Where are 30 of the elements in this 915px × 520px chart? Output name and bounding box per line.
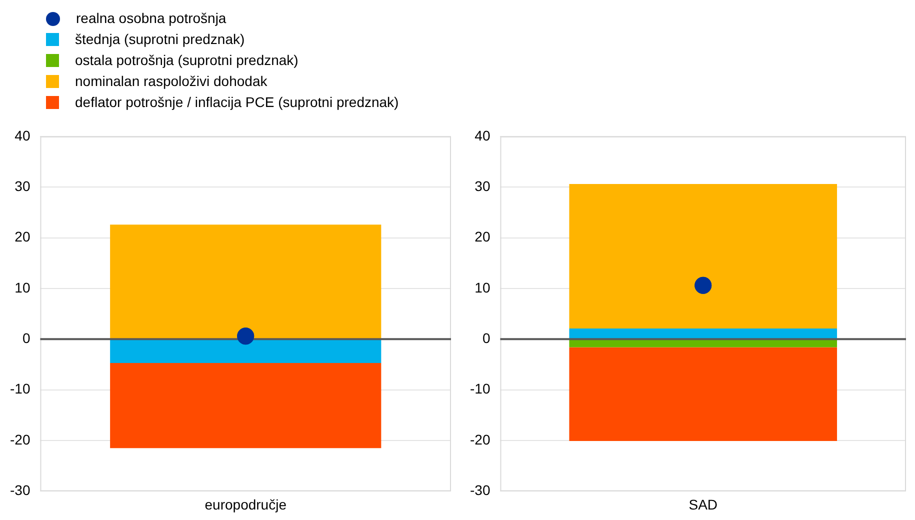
- y-tick-label: 20: [474, 228, 490, 245]
- y-tick-label: 30: [14, 178, 30, 194]
- y-tick-label: 30: [474, 178, 490, 194]
- y-tick-label: -30: [10, 482, 30, 498]
- legend-label: ostala potrošnja (suprotni predznak): [75, 51, 298, 70]
- y-tick-label: 10: [14, 279, 30, 296]
- y-tick-label: -20: [470, 431, 490, 448]
- bar: [110, 362, 382, 448]
- y-tick-label: 10: [474, 279, 490, 296]
- y-tick-label: -10: [470, 380, 490, 397]
- y-tick-label: -10: [10, 380, 30, 397]
- legend-label: realna osobna potrošnja: [76, 9, 226, 28]
- legend-label: nominalan raspoloživi dohodak: [75, 72, 268, 91]
- x-tick-label: SAD: [688, 496, 718, 512]
- y-tick-label: 0: [482, 330, 490, 346]
- legend-label: štednja (suprotni predznak): [75, 30, 245, 49]
- y-tick-label: 20: [14, 228, 30, 245]
- y-tick-label: 40: [474, 127, 490, 144]
- y-tick-label: 40: [14, 127, 30, 144]
- x-tick-label: europodručje: [204, 496, 287, 512]
- y-tick-label: -20: [10, 431, 30, 448]
- y-tick-label: 0: [22, 330, 30, 346]
- bar: [110, 224, 382, 339]
- y-tick-label: -30: [470, 482, 490, 498]
- bar: [569, 347, 838, 442]
- bar: [110, 340, 382, 363]
- bar: [569, 184, 838, 328]
- bar: [569, 328, 838, 339]
- bar: [569, 340, 838, 348]
- legend-label: deflator potrošnje / inflacija PCE (suprotni predznak): [75, 93, 399, 112]
